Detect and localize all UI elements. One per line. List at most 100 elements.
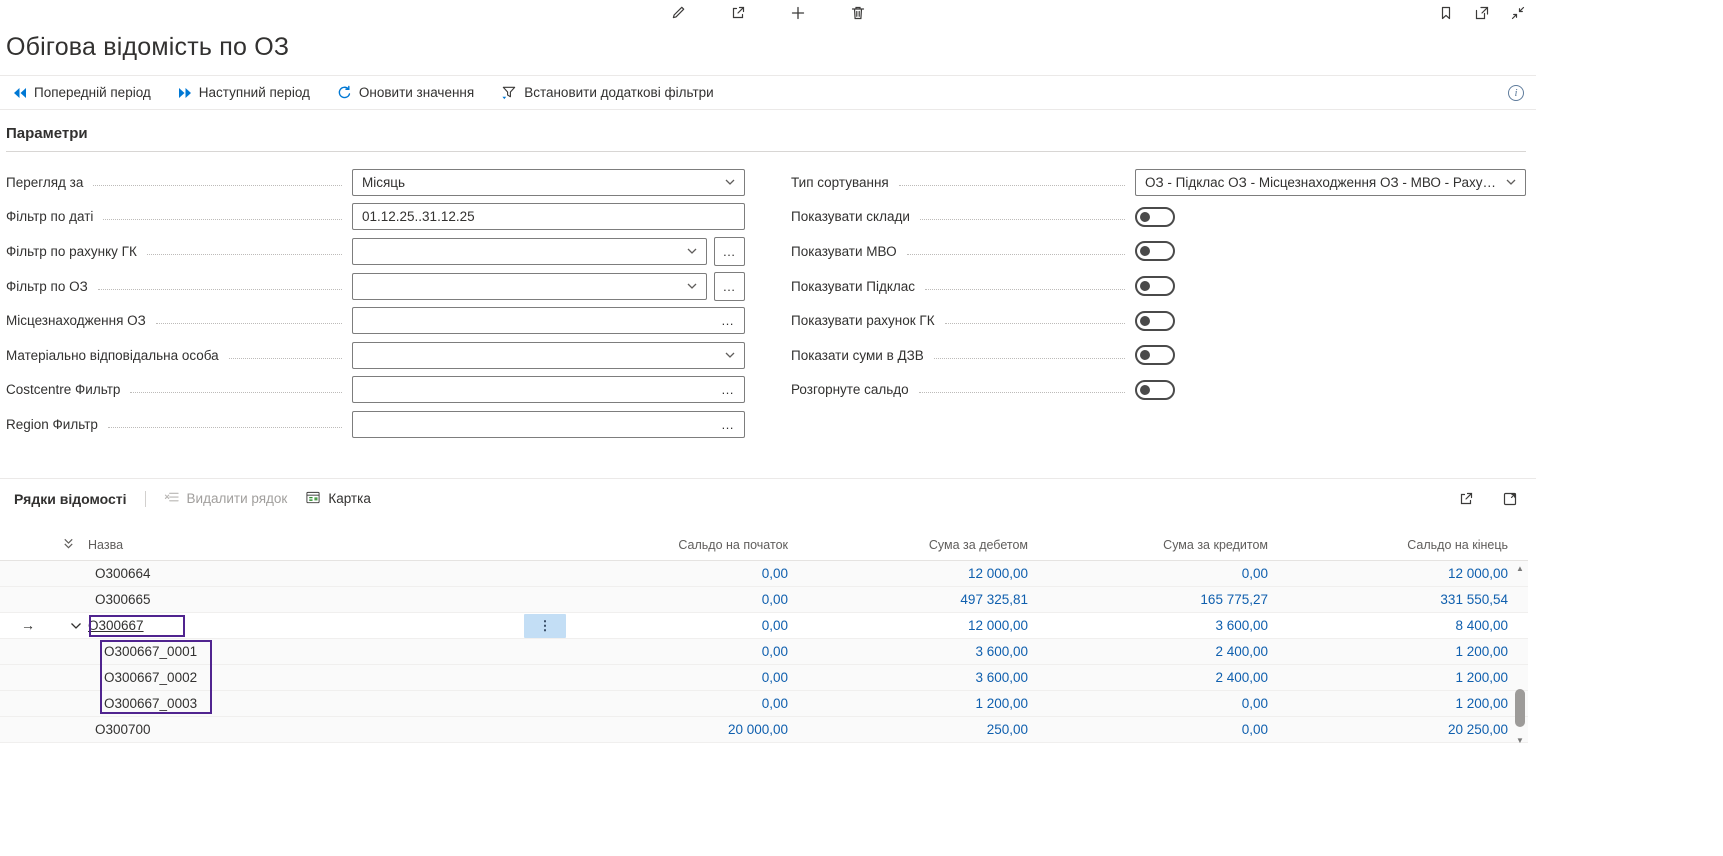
next-period-button[interactable]: Наступний період bbox=[178, 85, 310, 100]
scroll-down-icon[interactable]: ▼ bbox=[1512, 735, 1528, 747]
column-header-debit-amount[interactable]: Сума за дебетом bbox=[928, 538, 1028, 553]
column-header-credit-amount[interactable]: Сума за кредитом bbox=[1163, 538, 1268, 553]
parameters-section-title[interactable]: Параметри bbox=[6, 116, 1526, 152]
gl-account-filter-assist-button[interactable]: … bbox=[714, 236, 745, 266]
gl-account-filter-combobox[interactable] bbox=[352, 237, 707, 265]
column-header-name[interactable]: Назва bbox=[88, 538, 124, 553]
table-row-child[interactable]: О300667_0003 0,00 1 200,00 0,00 1 200,00 bbox=[0, 690, 1528, 717]
lines-section-title[interactable]: Рядки відомості bbox=[14, 490, 127, 507]
opening-balance-value[interactable]: 0,00 bbox=[761, 669, 788, 685]
closing-balance-value[interactable]: 1 200,00 bbox=[1455, 643, 1508, 659]
credit-amount-value[interactable]: 2 400,00 bbox=[1215, 643, 1268, 659]
opening-balance-value[interactable]: 0,00 bbox=[761, 617, 788, 633]
debit-amount-value[interactable]: 12 000,00 bbox=[967, 565, 1028, 581]
asset-name[interactable]: О300667_0003 bbox=[104, 695, 198, 711]
opening-balance-value[interactable]: 20 000,00 bbox=[727, 721, 788, 737]
asset-name-link[interactable]: О300667 bbox=[88, 617, 144, 633]
costcentre-filter-assist-button[interactable]: … bbox=[721, 382, 735, 398]
delete-icon[interactable] bbox=[848, 3, 868, 23]
set-additional-filters-button[interactable]: Встановити додаткові фільтри bbox=[501, 85, 714, 100]
info-icon[interactable]: i bbox=[1508, 85, 1524, 101]
asset-name[interactable]: О300664 bbox=[95, 565, 151, 581]
open-in-new-window-icon[interactable] bbox=[1472, 3, 1492, 23]
table-row[interactable]: О300665 0,00 497 325,81 165 775,27 331 5… bbox=[0, 586, 1528, 613]
closing-balance-value[interactable]: 8 400,00 bbox=[1455, 617, 1508, 633]
debit-amount-value[interactable]: 1 200,00 bbox=[975, 695, 1028, 711]
closing-balance-value[interactable]: 331 550,54 bbox=[1440, 591, 1508, 607]
closing-balance-value[interactable]: 1 200,00 bbox=[1455, 669, 1508, 685]
share-icon[interactable] bbox=[728, 3, 748, 23]
table-row-child[interactable]: О300667_0002 0,00 3 600,00 2 400,00 1 20… bbox=[0, 664, 1528, 691]
closing-balance-value[interactable]: 12 000,00 bbox=[1447, 565, 1508, 581]
toggle-expanded-balance[interactable] bbox=[1135, 379, 1175, 400]
edit-icon[interactable] bbox=[668, 3, 688, 23]
collapse-window-icon[interactable] bbox=[1508, 3, 1528, 23]
debit-amount-value[interactable]: 3 600,00 bbox=[975, 643, 1028, 659]
chevron-down-icon bbox=[725, 179, 735, 186]
opening-balance-value[interactable]: 0,00 bbox=[761, 565, 788, 581]
table-row[interactable]: О300700 20 000,00 250,00 0,00 20 250,00 bbox=[0, 716, 1528, 743]
column-header-opening-balance[interactable]: Сальдо на початок bbox=[678, 538, 788, 553]
collapse-all-icon[interactable] bbox=[62, 537, 75, 553]
region-filter-input[interactable] bbox=[362, 416, 715, 432]
table-row-child[interactable]: О300667_0001 0,00 3 600,00 2 400,00 1 20… bbox=[0, 638, 1528, 665]
credit-amount-value[interactable]: 0,00 bbox=[1241, 565, 1268, 581]
closing-balance-value[interactable]: 20 250,00 bbox=[1447, 721, 1508, 737]
asset-name[interactable]: О300665 bbox=[95, 591, 151, 607]
date-filter-field bbox=[352, 203, 745, 231]
fa-filter-assist-button[interactable]: … bbox=[714, 271, 745, 301]
table-row-selected[interactable]: → О300667 ⋮ 0,00 12 000,00 3 600,00 8 40… bbox=[0, 612, 1528, 639]
responsible-person-combobox[interactable] bbox=[352, 341, 745, 369]
collapse-row-chevron-icon[interactable] bbox=[70, 618, 82, 633]
focus-mode-icon[interactable] bbox=[1500, 489, 1520, 509]
region-filter-field: … bbox=[352, 410, 745, 438]
bookmark-icon[interactable] bbox=[1436, 3, 1456, 23]
credit-amount-value[interactable]: 0,00 bbox=[1241, 721, 1268, 737]
region-filter-assist-button[interactable]: … bbox=[721, 416, 735, 432]
opening-balance-value[interactable]: 0,00 bbox=[761, 695, 788, 711]
credit-amount-value[interactable]: 165 775,27 bbox=[1200, 591, 1268, 607]
view-by-combobox[interactable]: Місяць bbox=[352, 168, 745, 196]
table-row[interactable]: О300664 0,00 12 000,00 0,00 12 000,00 bbox=[0, 560, 1528, 587]
asset-name[interactable]: О300667_0001 bbox=[104, 643, 198, 659]
scroll-up-icon[interactable]: ▲ bbox=[1512, 563, 1528, 575]
scrollbar-thumb[interactable] bbox=[1515, 688, 1525, 727]
credit-amount-value[interactable]: 3 600,00 bbox=[1215, 617, 1268, 633]
toggle-show-gl-account[interactable] bbox=[1135, 310, 1175, 331]
delete-line-button[interactable]: Видалити рядок bbox=[164, 490, 287, 508]
credit-amount-value[interactable]: 2 400,00 bbox=[1215, 669, 1268, 685]
share-icon[interactable] bbox=[1456, 489, 1476, 509]
new-icon[interactable] bbox=[788, 3, 808, 23]
column-header-closing-balance[interactable]: Сальдо на кінець bbox=[1407, 538, 1508, 553]
card-label: Картка bbox=[328, 491, 371, 507]
fa-location-assist-button[interactable]: … bbox=[721, 313, 735, 329]
refresh-values-button[interactable]: Оновити значення bbox=[337, 85, 474, 100]
opening-balance-value[interactable]: 0,00 bbox=[761, 643, 788, 659]
vertical-scrollbar[interactable]: ▲ ▼ bbox=[1512, 563, 1528, 747]
fa-filter-combobox[interactable] bbox=[352, 272, 707, 300]
asset-name[interactable]: О300700 bbox=[95, 721, 151, 737]
debit-amount-value[interactable]: 3 600,00 bbox=[975, 669, 1028, 685]
credit-amount-value[interactable]: 0,00 bbox=[1241, 695, 1268, 711]
asset-name[interactable]: О300667_0002 bbox=[104, 669, 198, 685]
debit-amount-value[interactable]: 497 325,81 bbox=[960, 591, 1028, 607]
sorting-type-combobox[interactable]: ОЗ - Підклас ОЗ - Місцезнаходження ОЗ - … bbox=[1135, 168, 1526, 196]
row-more-options-button[interactable]: ⋮ bbox=[524, 613, 566, 638]
previous-period-button[interactable]: Попередній період bbox=[13, 85, 151, 100]
toggle-show-subclass[interactable] bbox=[1135, 276, 1175, 297]
debit-amount-value[interactable]: 250,00 bbox=[986, 721, 1028, 737]
debit-amount-value[interactable]: 12 000,00 bbox=[967, 617, 1028, 633]
dotted-leader bbox=[228, 357, 342, 359]
field-row-view-by: Перегляд за Місяць bbox=[6, 165, 745, 200]
dotted-leader bbox=[130, 392, 342, 394]
opening-balance-value[interactable]: 0,00 bbox=[761, 591, 788, 607]
closing-balance-value[interactable]: 1 200,00 bbox=[1455, 695, 1508, 711]
toggle-show-warehouses[interactable] bbox=[1135, 206, 1175, 227]
toggle-show-amounts-dzv[interactable] bbox=[1135, 345, 1175, 366]
toggle-show-mvo[interactable] bbox=[1135, 241, 1175, 262]
fa-location-input[interactable] bbox=[362, 313, 715, 329]
date-filter-input[interactable] bbox=[362, 209, 735, 225]
row-selector-cell: → bbox=[0, 617, 56, 633]
card-button[interactable]: Картка bbox=[305, 490, 371, 508]
costcentre-filter-input[interactable] bbox=[362, 382, 715, 398]
